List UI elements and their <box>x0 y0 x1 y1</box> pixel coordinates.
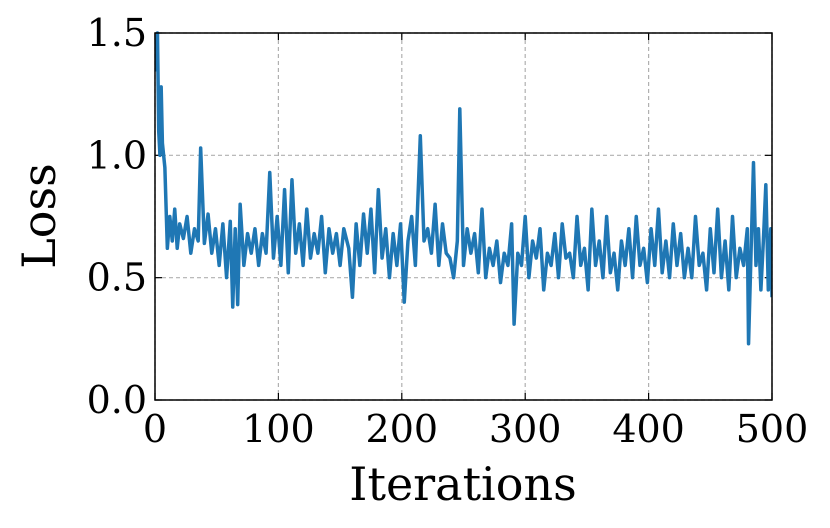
x-axis-label: Iterations <box>349 457 576 511</box>
y-tick-label: 0.0 <box>87 378 147 422</box>
plot-frame <box>154 32 773 401</box>
x-tick-label: 100 <box>242 407 315 451</box>
loss-line <box>155 31 772 346</box>
x-tick-label: 400 <box>612 407 685 451</box>
x-tick-label: 200 <box>366 407 439 451</box>
y-tick-label: 1.5 <box>87 11 147 55</box>
x-tick-label: 500 <box>736 407 809 451</box>
y-axis-label: Loss <box>12 163 66 268</box>
x-tick-label: 0 <box>143 407 167 451</box>
y-tick-label: 1.0 <box>87 133 147 177</box>
x-tick-label: 300 <box>489 407 562 451</box>
y-tick-label: 0.5 <box>87 256 147 300</box>
